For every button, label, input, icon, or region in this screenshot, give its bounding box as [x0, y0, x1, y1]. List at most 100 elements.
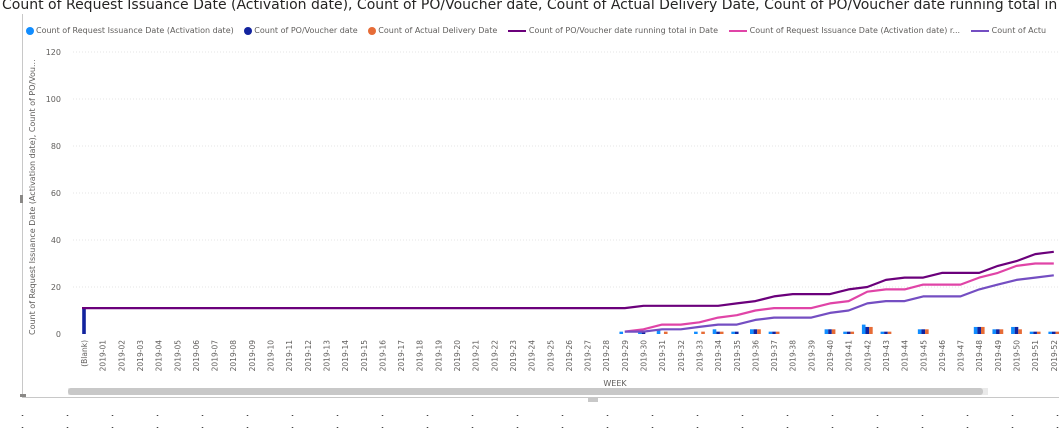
resize-handle-corner[interactable] — [20, 394, 26, 397]
bar[interactable] — [1036, 331, 1041, 334]
bar[interactable] — [82, 308, 86, 334]
bar[interactable] — [734, 331, 739, 334]
x-tick-label: 2019-07 — [211, 340, 220, 372]
x-tick-label: 2019-50 — [1013, 340, 1022, 372]
bar[interactable] — [768, 331, 773, 334]
bar[interactable] — [861, 324, 866, 334]
x-tick-label: 2019-17 — [397, 340, 406, 372]
x-tick-label: (Blank) — [80, 340, 89, 367]
y-tick-label: 0 — [56, 330, 61, 339]
bar[interactable] — [753, 329, 758, 334]
bar[interactable] — [850, 331, 855, 334]
bar[interactable] — [884, 331, 888, 334]
bar[interactable] — [731, 331, 735, 334]
series-line[interactable] — [624, 262, 1054, 333]
scrollbar-grip[interactable] — [588, 398, 598, 402]
bar[interactable] — [757, 329, 761, 334]
bar[interactable] — [917, 329, 922, 334]
x-tick-label: 2019-52 — [1050, 340, 1059, 372]
x-tick-label: 2019-16 — [378, 340, 387, 372]
series-line[interactable] — [82, 250, 1054, 310]
legend-item-po-running-total[interactable]: Count of PO/Voucher date running total i… — [507, 26, 718, 35]
x-tick-label: 2019-46 — [938, 340, 947, 372]
bar[interactable] — [869, 326, 873, 334]
legend-item-delivery-running-total[interactable]: Count of Actu — [970, 26, 1047, 35]
bar[interactable] — [996, 329, 1000, 334]
bar[interactable] — [880, 331, 885, 334]
legend-label: Count of Actual Delivery Date — [378, 26, 498, 35]
bar[interactable] — [1033, 331, 1037, 334]
x-tick-label: 2019-08 — [229, 340, 238, 372]
bar[interactable] — [887, 331, 892, 334]
x-tick-label: 2019-43 — [882, 340, 891, 372]
bar[interactable] — [701, 331, 705, 334]
x-tick-label: 2019-04 — [155, 340, 164, 372]
bar[interactable] — [663, 331, 668, 334]
bar[interactable] — [925, 329, 929, 334]
bar[interactable] — [1029, 331, 1034, 334]
bar[interactable] — [1011, 326, 1015, 334]
bar[interactable] — [843, 331, 847, 334]
legend-item-request-running-total[interactable]: Count of Request Issuance Date (Activati… — [728, 26, 960, 35]
x-tick-label: 2019-47 — [957, 340, 966, 372]
bar[interactable] — [1052, 331, 1056, 334]
bar[interactable] — [828, 329, 832, 334]
x-tick-label: 2019-26 — [565, 340, 574, 372]
x-tick-label: 2019-49 — [994, 340, 1003, 372]
x-tick-label: 2019-18 — [416, 340, 425, 372]
bar[interactable] — [865, 326, 870, 334]
legend[interactable]: Count of Request Issuance Date (Activati… — [26, 26, 1054, 35]
x-tick-label: 2019-11 — [285, 340, 294, 372]
bar[interactable] — [999, 329, 1004, 334]
legend-label: Count of PO/Voucher date — [254, 26, 358, 35]
x-tick-label: 2019-10 — [267, 340, 276, 372]
bar[interactable] — [1048, 331, 1052, 334]
bar[interactable] — [1055, 331, 1059, 334]
bar[interactable] — [638, 331, 642, 334]
bar[interactable] — [921, 329, 926, 334]
bar[interactable] — [831, 329, 836, 334]
bar[interactable] — [712, 329, 717, 334]
bar[interactable] — [750, 329, 754, 334]
y-tick-label: 60 — [51, 189, 61, 198]
x-tick-label: 2019-05 — [173, 340, 182, 372]
bar[interactable] — [772, 331, 776, 334]
bar[interactable] — [716, 331, 720, 334]
bar[interactable] — [619, 331, 624, 334]
bar[interactable] — [775, 331, 780, 334]
bar[interactable] — [977, 326, 981, 334]
bar[interactable] — [981, 326, 985, 334]
x-tick-label: 2019-30 — [640, 340, 649, 372]
y-tick-label: 80 — [51, 142, 61, 151]
horizontal-scrollbar-thumb[interactable] — [68, 388, 983, 395]
legend-label: Count of Actu — [991, 26, 1047, 35]
x-tick-label: 2019-12 — [304, 340, 313, 372]
legend-item-request-issuance[interactable]: Count of Request Issuance Date (Activati… — [26, 26, 234, 35]
bar[interactable] — [973, 326, 978, 334]
legend-marker — [244, 26, 253, 35]
bar[interactable] — [1014, 326, 1019, 334]
bar[interactable] — [846, 331, 851, 334]
canvas-dot-grid — [0, 415, 1059, 416]
bar[interactable] — [719, 331, 724, 334]
bar[interactable] — [992, 329, 997, 334]
series-line[interactable] — [624, 274, 1054, 333]
legend-item-actual-delivery[interactable]: Count of Actual Delivery Date — [368, 26, 497, 35]
legend-label: Count of Request Issuance Date (Activati… — [36, 26, 234, 35]
legend-marker — [507, 29, 526, 32]
bar[interactable] — [824, 329, 829, 334]
visual-border-left — [22, 14, 23, 398]
bar[interactable] — [694, 331, 698, 334]
y-tick-label: 120 — [46, 48, 61, 57]
legend-item-po-voucher[interactable]: Count of PO/Voucher date — [244, 26, 358, 35]
bar[interactable] — [656, 329, 661, 334]
legend-marker — [728, 29, 747, 32]
x-tick-label: 2019-35 — [733, 340, 742, 372]
x-tick-label: 2019-27 — [584, 340, 593, 372]
bar[interactable] — [641, 331, 646, 334]
resize-handle-left[interactable] — [20, 195, 23, 203]
bar[interactable] — [1018, 329, 1022, 334]
x-tick-label: 2019-09 — [248, 340, 257, 372]
legend-marker — [970, 29, 989, 32]
